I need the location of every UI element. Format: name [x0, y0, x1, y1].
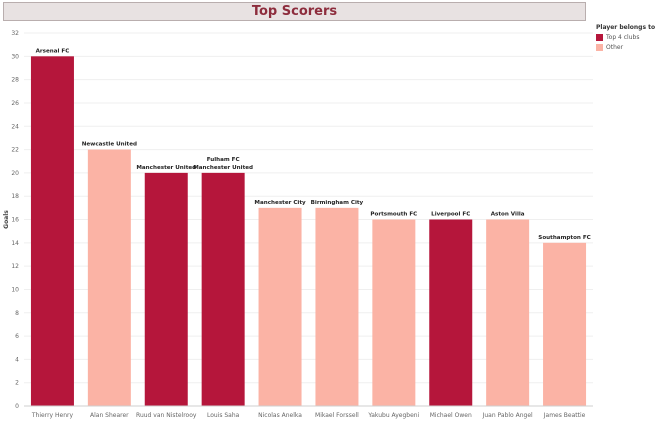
x-tick-label: Thierry Henry [31, 412, 74, 419]
y-tick-label: 2 [15, 380, 19, 387]
legend-label-other: Other [606, 44, 624, 51]
bar[interactable] [486, 219, 530, 407]
x-tick-label: Alan Shearer [90, 412, 129, 419]
y-tick-label: 18 [11, 193, 19, 200]
bar-data-label: Portsmouth FC [370, 212, 417, 218]
y-tick-label: 32 [11, 30, 19, 37]
bar[interactable] [201, 172, 245, 406]
x-tick-label: James Beattie [543, 412, 586, 419]
legend-swatch-top4 [596, 34, 603, 41]
chart-title-bar: Top Scorers [3, 2, 586, 21]
bar[interactable] [372, 219, 416, 407]
legend-label-top4: Top 4 clubs [606, 34, 640, 41]
y-tick-label: 14 [11, 240, 19, 247]
bar-data-label: Manchester City [254, 200, 306, 206]
y-tick-label: 22 [11, 147, 19, 154]
y-tick-label: 12 [11, 263, 19, 270]
bar[interactable] [429, 219, 473, 407]
bar-data-label: Aston Villa [491, 212, 525, 218]
y-tick-label: 4 [15, 356, 19, 363]
y-tick-label: 20 [11, 170, 19, 177]
x-tick-label: Louis Saha [207, 412, 240, 419]
bar-data-label: Manchester United [193, 165, 253, 171]
y-axis-title: Goals [3, 210, 10, 229]
x-tick-label: Nicolas Anelka [258, 412, 302, 419]
legend-swatch-other [596, 44, 603, 51]
x-tick-label: Ruud van Nistelrooy [136, 412, 197, 419]
bar[interactable] [543, 242, 587, 406]
x-tick-label: Michael Owen [430, 412, 472, 419]
bar-data-label: Birmingham City [311, 200, 364, 206]
bar[interactable] [315, 207, 359, 406]
y-tick-label: 0 [15, 403, 19, 410]
bar-data-label: Southampton FC [538, 235, 591, 241]
chart-title: Top Scorers [251, 4, 338, 19]
bar-data-label: Manchester United [136, 165, 196, 171]
bar-data-label: Fulham FC [207, 157, 240, 163]
x-tick-label: Yakubu Ayegbeni [367, 412, 419, 419]
legend-item-other[interactable]: Other [596, 44, 655, 51]
y-tick-label: 10 [11, 286, 19, 293]
legend-title: Player belongs to [596, 24, 656, 31]
y-tick-label: 26 [11, 100, 19, 107]
y-tick-label: 6 [15, 333, 19, 340]
bar[interactable] [30, 56, 74, 406]
x-tick-label: Mikael Forssell [315, 412, 359, 419]
legend-item-top4[interactable]: Top 4 clubs [596, 34, 655, 41]
y-tick-label: 24 [11, 123, 19, 130]
y-tick-label: 28 [11, 77, 19, 84]
bar[interactable] [258, 207, 302, 406]
y-tick-label: 8 [15, 310, 19, 317]
bar[interactable] [144, 172, 188, 406]
bar-data-label: Liverpool FC [431, 212, 470, 218]
legend: Player belongs to Top 4 clubs Other [596, 24, 655, 54]
y-tick-label: 30 [11, 53, 19, 60]
y-tick-label: 16 [11, 217, 19, 224]
bar-data-label: Arsenal FC [36, 48, 70, 54]
bar[interactable] [87, 149, 131, 406]
x-tick-label: Juan Pablo Angel [482, 412, 533, 419]
bar-data-label: Newcastle United [82, 142, 137, 148]
